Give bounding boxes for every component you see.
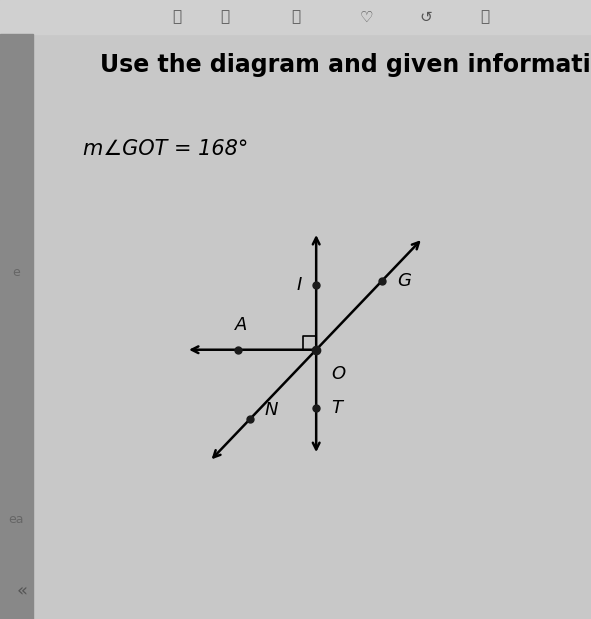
Text: 🗑: 🗑 [291,9,300,25]
Bar [0,0,591,34]
Text: m∠GOT = 168°: m∠GOT = 168° [83,139,248,158]
Text: Use the diagram and given informatio: Use the diagram and given informatio [100,53,591,77]
Text: I: I [296,276,301,294]
Text: G: G [397,272,411,290]
Text: O: O [331,365,345,383]
Text: ⌖: ⌖ [480,9,489,25]
Text: ⌕: ⌕ [173,9,182,25]
Text: ↺: ↺ [419,9,432,25]
Text: ea: ea [8,513,24,527]
Text: ⌕: ⌕ [220,9,229,25]
Text: A: A [235,316,247,334]
Text: N: N [265,400,278,418]
Bar [0,34,33,619]
Text: «: « [17,582,28,600]
Text: T: T [331,399,342,417]
Text: e: e [12,266,20,279]
Text: ♡: ♡ [359,9,374,25]
